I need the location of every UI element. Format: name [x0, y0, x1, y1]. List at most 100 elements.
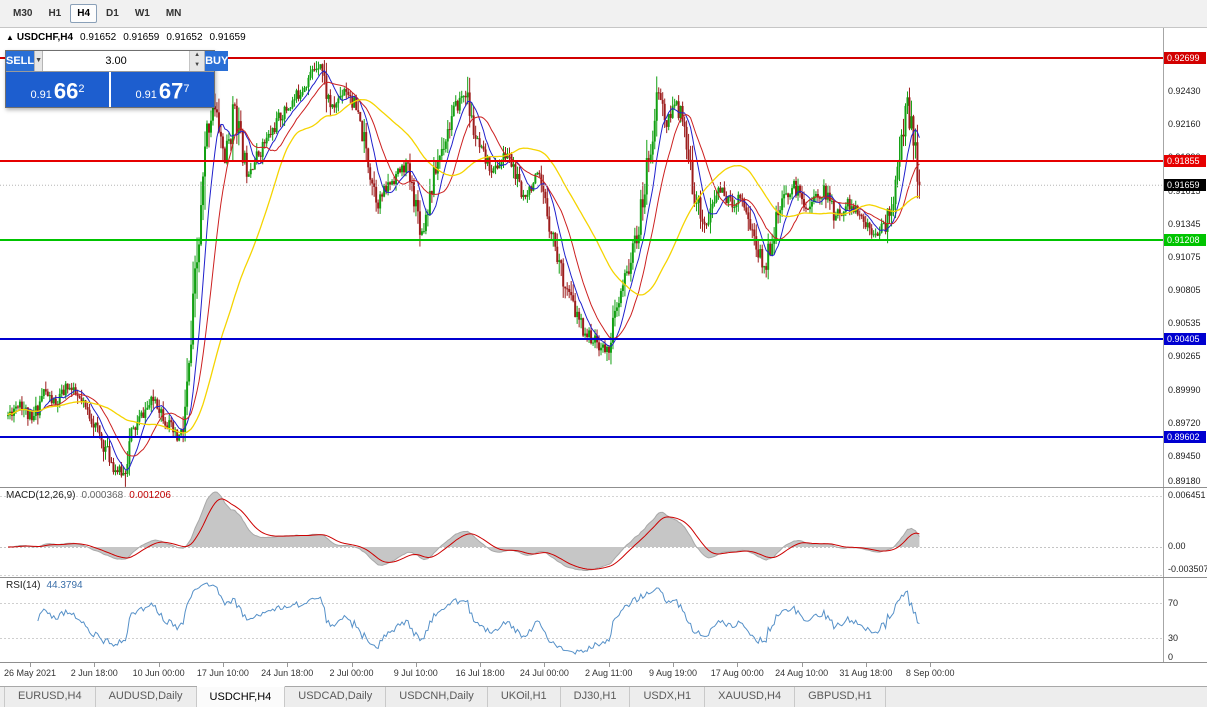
chart-tab-eurusd[interactable]: EURUSD,H4: [4, 687, 96, 707]
volume-input[interactable]: [43, 51, 190, 71]
price-tick-label: 0.91075: [1168, 251, 1201, 262]
time-tick-mark: [94, 663, 95, 667]
hline-price-badge: 0.90405: [1164, 332, 1206, 345]
time-tick-mark: [223, 663, 224, 667]
timeframe-button-d1[interactable]: D1: [106, 8, 119, 19]
ohlc-low: 0.91652: [166, 32, 203, 43]
chart-tab-usdcad[interactable]: USDCAD,Daily: [285, 687, 387, 707]
pane-divider[interactable]: [0, 577, 1207, 578]
ohlc-high: 0.91659: [123, 32, 160, 43]
axis-divider: [1163, 28, 1164, 662]
buy-price-display[interactable]: 0.91677: [111, 72, 214, 107]
time-axis-label: 24 Aug 10:00: [775, 668, 829, 678]
price-tick-label: 0.92160: [1168, 118, 1201, 129]
price-axis[interactable]: 0.924300.921600.918900.916150.913450.910…: [1164, 28, 1207, 662]
time-axis-label: 9 Jul 10:00: [393, 668, 438, 678]
time-axis-label: 17 Jun 10:00: [196, 668, 249, 678]
hline-price-badge: 0.92699: [1164, 52, 1206, 64]
pane-divider[interactable]: [0, 487, 1207, 488]
buy-price-pip: 7: [183, 83, 190, 95]
macd-axis-label: 0.00: [1168, 541, 1186, 551]
sell-button[interactable]: SELL: [6, 51, 35, 71]
time-tick-mark: [866, 663, 867, 667]
time-tick-mark: [416, 663, 417, 667]
timeframe-button-h4[interactable]: H4: [70, 4, 98, 23]
time-tick-mark: [544, 663, 545, 667]
price-tick-label: 0.89720: [1168, 417, 1201, 428]
rsi-axis-label: 30: [1168, 633, 1179, 643]
price-tick-label: 0.92430: [1168, 85, 1201, 96]
time-axis-label: 2 Jul 00:00: [329, 668, 374, 678]
macd-main-value: 0.000368: [81, 490, 124, 501]
chart-tab-ukoil[interactable]: UKOil,H1: [488, 687, 561, 707]
macd-axis-label: 0.006451: [1168, 490, 1206, 500]
time-axis-label: 16 Jul 18:00: [455, 668, 505, 678]
hline-price-badge: 0.91208: [1164, 234, 1206, 247]
chart-tab-xauusd[interactable]: XAUUSD,H4: [705, 687, 796, 707]
volume-down-icon[interactable]: ▼: [190, 61, 205, 71]
macd-signal-value: 0.001206: [129, 490, 171, 501]
sell-price-main: 66: [53, 78, 79, 104]
sell-price-display[interactable]: 0.91662: [6, 72, 109, 107]
chart-tab-usdcnh[interactable]: USDCNH,Daily: [386, 687, 488, 707]
chart-tab-usdx[interactable]: USDX,H1: [630, 687, 706, 707]
time-axis-label: 24 Jun 18:00: [261, 668, 314, 678]
timeframe-button-h1[interactable]: H1: [48, 8, 62, 19]
rsi-value: 44.3794: [46, 580, 83, 591]
timeframe-toolbar: M30 H1 H4 D1 W1 MN: [0, 0, 1207, 28]
one-click-trading-panel: SELL ▼ ▲ ▼ BUY 0.91662 0.91677: [5, 50, 229, 108]
buy-button[interactable]: BUY: [205, 51, 229, 71]
chart-symbol-label: USDCHF,H4: [16, 32, 74, 43]
volume-dropdown-icon[interactable]: ▼: [34, 51, 44, 71]
timeframe-button-m30[interactable]: M30: [13, 8, 33, 19]
chart-tab-gbpusd[interactable]: GBPUSD,H1: [795, 687, 886, 707]
current-price-badge: 0.91659: [1164, 179, 1206, 192]
price-tick-label: 0.90535: [1168, 317, 1201, 328]
sell-price-prefix: 0.91: [30, 89, 52, 102]
price-tick-label: 0.89990: [1168, 384, 1201, 395]
time-tick-mark: [802, 663, 803, 667]
volume-up-icon[interactable]: ▲: [190, 51, 205, 61]
time-axis-label: 26 May 2021: [4, 668, 57, 678]
macd-name: MACD(12,26,9): [6, 490, 76, 501]
time-axis-label: 2 Aug 11:00: [584, 668, 633, 678]
tick-direction-icon: ▲: [6, 33, 14, 42]
chart-region: 0.924300.921600.918900.916150.913450.910…: [0, 28, 1207, 686]
time-tick-mark: [737, 663, 738, 667]
chart-tabs-bar: EURUSD,H4 AUDUSD,Daily USDCHF,H4 USDCAD,Dai…: [0, 686, 1207, 707]
hline-price-badge: 0.91855: [1164, 155, 1206, 168]
timeframe-button-mn[interactable]: MN: [165, 8, 182, 19]
rsi-axis-label: 0: [1168, 652, 1174, 662]
chart-tab-usdchf[interactable]: USDCHF,H4: [196, 686, 286, 707]
price-tick-label: 0.90265: [1168, 350, 1201, 361]
macd-indicator-label: MACD(12,26,9) 0.000368 0.001206: [6, 490, 171, 501]
time-axis[interactable]: 26 May 2021 2 Jun 18:00 10 Jun 00:00 17 Jun…: [0, 663, 1163, 686]
time-tick-mark: [352, 663, 353, 667]
time-tick-mark: [673, 663, 674, 667]
time-axis-label: 9 Aug 19:00: [648, 668, 698, 678]
ohlc-open: 0.91652: [80, 32, 117, 43]
sell-price-pip: 2: [78, 83, 85, 95]
price-tick-label: 0.89450: [1168, 450, 1201, 461]
timeframe-button-w1[interactable]: W1: [134, 8, 150, 19]
time-axis-label: 24 Jul 00:00: [519, 668, 569, 678]
chart-tab-dj30[interactable]: DJ30,H1: [561, 687, 631, 707]
price-tick-label: 0.91345: [1168, 218, 1201, 229]
rsi-name: RSI(14): [6, 580, 41, 591]
time-axis-label: 8 Sep 00:00: [905, 668, 955, 678]
pane-divider: [0, 662, 1207, 663]
rsi-axis-label: 70: [1168, 598, 1179, 608]
price-tick-label: 0.90805: [1168, 284, 1201, 295]
time-axis-label: 10 Jun 00:00: [132, 668, 185, 678]
buy-price-prefix: 0.91: [135, 89, 157, 102]
volume-spinner: ▲ ▼: [189, 51, 205, 71]
price-chart-canvas[interactable]: [0, 28, 1163, 662]
rsi-indicator-label: RSI(14) 44.3794: [6, 580, 83, 591]
macd-axis-label: -0.003507: [1168, 564, 1207, 574]
price-tick-label: 0.89180: [1168, 476, 1201, 486]
time-tick-mark: [159, 663, 160, 667]
time-axis-label: 2 Jun 18:00: [70, 668, 118, 678]
chart-ohlc-header: ▲ USDCHF,H4 0.91652 0.91659 0.91652 0.91659: [6, 32, 246, 43]
chart-tab-audusd[interactable]: AUDUSD,Daily: [96, 687, 197, 707]
